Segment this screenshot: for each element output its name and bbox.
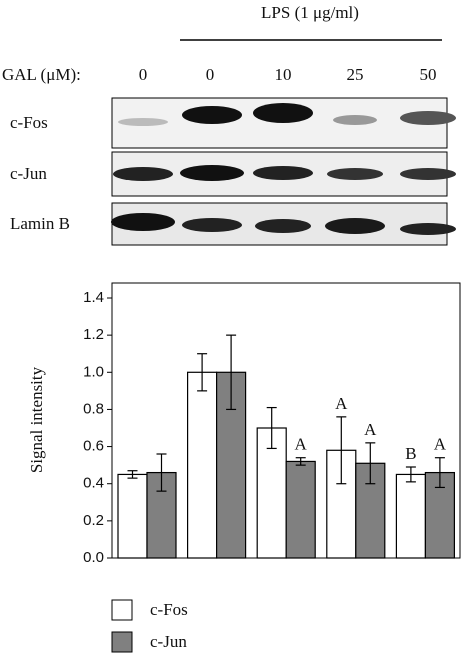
error-bar [405, 466, 416, 483]
y-tick-label: 1.4 [83, 289, 104, 306]
protein-label: c-Jun [10, 164, 47, 183]
error-bar [127, 470, 138, 479]
treatment-label: LPS (1 μg/ml) [261, 3, 359, 22]
dose-label: GAL (μM): [2, 65, 81, 84]
lane-label: 25 [347, 65, 364, 84]
annotation: A [295, 435, 308, 454]
error-bar [266, 406, 277, 450]
bar [395, 473, 426, 559]
y-tick-label: 1.0 [83, 363, 104, 380]
lane-label: 0 [139, 65, 148, 84]
annotation: A [335, 394, 348, 413]
error-bar [156, 453, 167, 492]
bar [117, 473, 148, 559]
y-tick-label: 0.6 [83, 438, 104, 455]
legend-swatch [111, 631, 133, 653]
legend-label: c-Jun [150, 632, 187, 651]
lane-label: 10 [275, 65, 292, 84]
lane-label: 50 [420, 65, 437, 84]
error-bar [197, 353, 208, 392]
annotation: A [434, 435, 447, 454]
error-bar [295, 457, 306, 466]
error-bar [336, 416, 347, 485]
y-tick-label: 0.0 [83, 549, 104, 566]
legend-label: c-Fos [150, 600, 188, 619]
lane-label: 0 [206, 65, 215, 84]
bar [285, 460, 316, 559]
legend-swatch [111, 599, 133, 621]
blot-panel [111, 97, 456, 246]
error-bar [365, 442, 376, 485]
bar [256, 427, 287, 559]
y-tick-label: 0.4 [83, 475, 104, 492]
y-axis-label: Signal intensity [27, 366, 46, 473]
y-tick-label: 0.8 [83, 400, 104, 417]
y-tick-label: 1.2 [83, 326, 104, 343]
protein-label: c-Fos [10, 113, 48, 132]
annotation: A [364, 420, 377, 439]
protein-label: Lamin B [10, 214, 70, 233]
annotation: B [405, 444, 416, 463]
error-bar [434, 457, 445, 489]
y-tick-label: 0.2 [83, 512, 104, 529]
bar [187, 371, 218, 559]
error-bar [226, 334, 237, 411]
